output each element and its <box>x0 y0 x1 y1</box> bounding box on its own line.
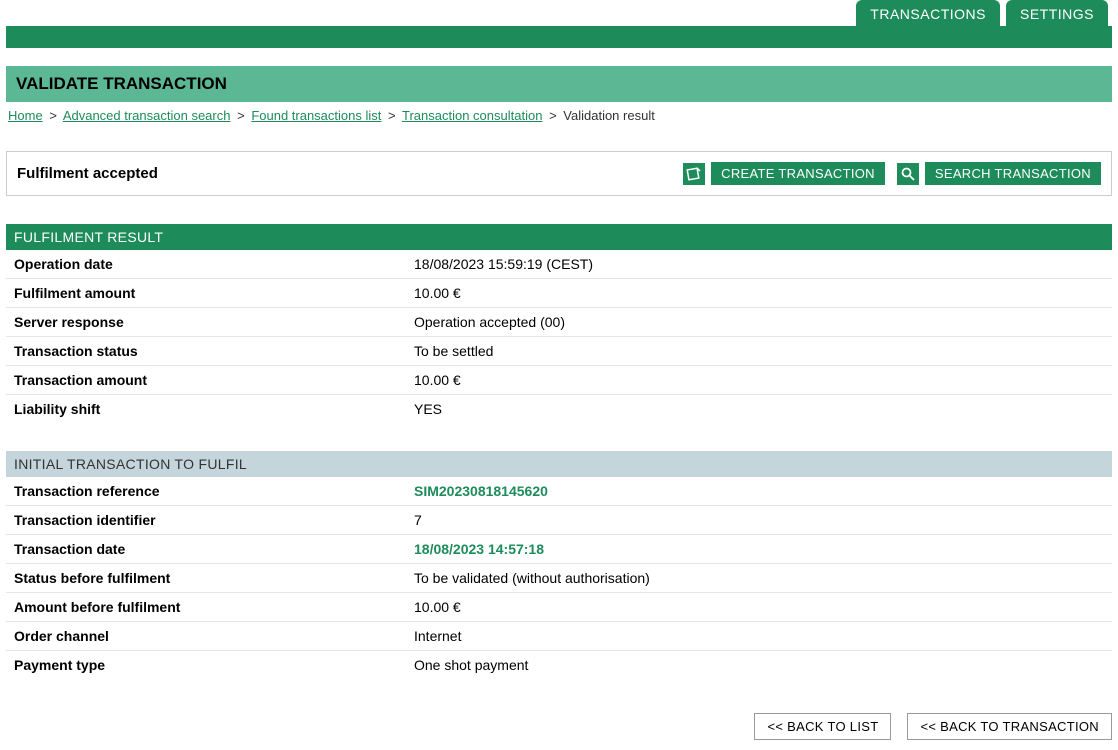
breadcrumb: Home > Advanced transaction search > Fou… <box>0 102 1118 123</box>
row-value: 18/08/2023 15:59:19 (CEST) <box>406 250 1112 279</box>
breadcrumb-sep: > <box>388 108 396 123</box>
status-actions: CREATE TRANSACTION SEARCH TRANSACTION <box>683 162 1101 185</box>
row-label: Transaction reference <box>6 477 406 506</box>
search-transaction-label: SEARCH TRANSACTION <box>925 162 1101 185</box>
row-label: Fulfilment amount <box>6 279 406 308</box>
breadcrumb-sep: > <box>49 108 57 123</box>
breadcrumb-sep: > <box>237 108 245 123</box>
table-row: Amount before fulfilment10.00 € <box>6 593 1112 622</box>
table-row: Fulfilment amount10.00 € <box>6 279 1112 308</box>
row-label: Amount before fulfilment <box>6 593 406 622</box>
row-label: Transaction amount <box>6 366 406 395</box>
table-row: Transaction date18/08/2023 14:57:18 <box>6 535 1112 564</box>
status-text: Fulfilment accepted <box>17 165 158 182</box>
back-to-list-button[interactable]: << BACK TO LIST <box>754 713 891 740</box>
breadcrumb-home[interactable]: Home <box>8 108 43 123</box>
header-bar <box>6 26 1112 48</box>
footer-buttons: << BACK TO LIST << BACK TO TRANSACTION <box>6 713 1112 740</box>
row-label: Transaction identifier <box>6 506 406 535</box>
table-row: Payment typeOne shot payment <box>6 651 1112 680</box>
table-row: Transaction amount10.00 € <box>6 366 1112 395</box>
row-value: 10.00 € <box>406 279 1112 308</box>
tab-settings[interactable]: SETTINGS <box>1006 0 1108 26</box>
table-row: Liability shiftYES <box>6 395 1112 424</box>
search-icon <box>897 163 919 185</box>
row-label: Payment type <box>6 651 406 680</box>
create-icon <box>683 163 705 185</box>
row-label: Liability shift <box>6 395 406 424</box>
table-row: Status before fulfilmentTo be validated … <box>6 564 1112 593</box>
initial-transaction-header: INITIAL TRANSACTION TO FULFIL <box>6 451 1112 477</box>
tab-transactions[interactable]: TRANSACTIONS <box>856 0 1000 26</box>
create-transaction-label: CREATE TRANSACTION <box>711 162 885 185</box>
breadcrumb-consultation[interactable]: Transaction consultation <box>402 108 542 123</box>
breadcrumb-advanced-search[interactable]: Advanced transaction search <box>63 108 231 123</box>
row-label: Transaction date <box>6 535 406 564</box>
table-row: Transaction identifier7 <box>6 506 1112 535</box>
row-value: 18/08/2023 14:57:18 <box>406 535 1112 564</box>
fulfilment-result-table: Operation date18/08/2023 15:59:19 (CEST)… <box>6 250 1112 423</box>
row-value: To be validated (without authorisation) <box>406 564 1112 593</box>
initial-transaction-table: Transaction referenceSIM20230818145620Tr… <box>6 477 1112 679</box>
top-tabs: TRANSACTIONS SETTINGS <box>0 0 1118 26</box>
row-value: 10.00 € <box>406 366 1112 395</box>
table-row: Transaction referenceSIM20230818145620 <box>6 477 1112 506</box>
row-value: Internet <box>406 622 1112 651</box>
fulfilment-result-section: FULFILMENT RESULT Operation date18/08/20… <box>6 224 1112 423</box>
table-row: Order channelInternet <box>6 622 1112 651</box>
row-value: SIM20230818145620 <box>406 477 1112 506</box>
row-value: 10.00 € <box>406 593 1112 622</box>
breadcrumb-current: Validation result <box>563 108 655 123</box>
create-transaction-button[interactable]: CREATE TRANSACTION <box>683 162 885 185</box>
row-label: Transaction status <box>6 337 406 366</box>
breadcrumb-found-list[interactable]: Found transactions list <box>251 108 381 123</box>
row-value: Operation accepted (00) <box>406 308 1112 337</box>
table-row: Operation date18/08/2023 15:59:19 (CEST) <box>6 250 1112 279</box>
row-label: Server response <box>6 308 406 337</box>
row-label: Status before fulfilment <box>6 564 406 593</box>
row-value: 7 <box>406 506 1112 535</box>
initial-transaction-section: INITIAL TRANSACTION TO FULFIL Transactio… <box>6 451 1112 679</box>
status-box: Fulfilment accepted CREATE TRANSACTION S… <box>6 151 1112 196</box>
search-transaction-button[interactable]: SEARCH TRANSACTION <box>897 162 1101 185</box>
row-label: Order channel <box>6 622 406 651</box>
breadcrumb-sep: > <box>549 108 557 123</box>
row-value: YES <box>406 395 1112 424</box>
table-row: Server responseOperation accepted (00) <box>6 308 1112 337</box>
row-value: One shot payment <box>406 651 1112 680</box>
page-title: VALIDATE TRANSACTION <box>6 66 1112 102</box>
fulfilment-result-header: FULFILMENT RESULT <box>6 224 1112 250</box>
back-to-transaction-button[interactable]: << BACK TO TRANSACTION <box>907 713 1112 740</box>
row-value: To be settled <box>406 337 1112 366</box>
row-label: Operation date <box>6 250 406 279</box>
table-row: Transaction statusTo be settled <box>6 337 1112 366</box>
